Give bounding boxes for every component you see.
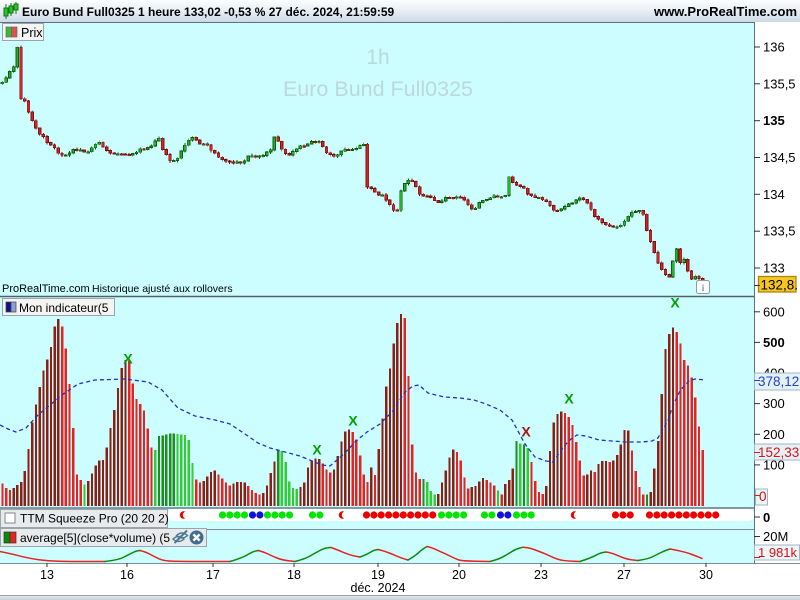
svg-text:average[5](close*volume) (5: average[5](close*volume) (5	[20, 531, 170, 545]
svg-text:132,8.: 132,8.	[761, 278, 799, 293]
svg-text:i: i	[702, 283, 705, 293]
svg-text:19: 19	[371, 568, 385, 582]
svg-text:133: 133	[763, 261, 785, 276]
svg-text:1 981k: 1 981k	[758, 545, 798, 560]
svg-text:X: X	[123, 351, 133, 367]
svg-text:134: 134	[763, 187, 785, 202]
svg-text:200: 200	[763, 427, 785, 442]
svg-text:135: 135	[763, 113, 785, 128]
svg-text:17: 17	[206, 568, 220, 582]
svg-text:X: X	[521, 424, 531, 440]
svg-text:152,33: 152,33	[758, 445, 799, 460]
svg-text:0: 0	[759, 489, 767, 504]
svg-text:500: 500	[763, 335, 785, 350]
svg-text:déc. 2024: déc. 2024	[351, 581, 406, 595]
svg-text:23: 23	[534, 568, 548, 582]
svg-text:ProRealTime.com: ProRealTime.com	[2, 283, 90, 295]
svg-text:Euro Bund Full0325 1 heure 133: Euro Bund Full0325 1 heure 133,02 -0,53 …	[22, 5, 395, 19]
svg-text:133,5: 133,5	[763, 224, 796, 239]
svg-text:600: 600	[763, 304, 785, 319]
svg-text:X: X	[670, 295, 680, 311]
svg-text:TTM Squeeze Pro (20 20 2): TTM Squeeze Pro (20 20 2)	[20, 512, 169, 526]
svg-text:300: 300	[763, 396, 785, 411]
svg-text:Mon indicateur(5: Mon indicateur(5	[19, 301, 109, 315]
svg-text:20M: 20M	[763, 529, 788, 544]
svg-text:134,5: 134,5	[763, 150, 796, 165]
svg-text:X: X	[564, 391, 574, 407]
svg-text:100: 100	[763, 457, 785, 472]
svg-text:0: 0	[763, 510, 770, 525]
svg-text:136: 136	[763, 40, 785, 55]
svg-text:13: 13	[40, 568, 54, 582]
svg-text:X: X	[312, 442, 322, 458]
svg-text:X: X	[348, 413, 358, 429]
svg-text:20: 20	[452, 568, 466, 582]
svg-text:16: 16	[120, 568, 134, 582]
svg-text:135,5: 135,5	[763, 76, 796, 91]
svg-text:Historique ajusté aux rollover: Historique ajusté aux rollovers	[92, 283, 233, 295]
svg-text:1h: 1h	[366, 46, 389, 69]
svg-text:18: 18	[287, 568, 301, 582]
svg-text:www.ProRealTime.com: www.ProRealTime.com	[653, 4, 797, 19]
svg-text:27: 27	[617, 568, 631, 582]
svg-text:378,12: 378,12	[758, 374, 799, 389]
svg-text:Prix: Prix	[21, 26, 43, 40]
svg-text:30: 30	[699, 568, 713, 582]
svg-text:Euro Bund Full0325: Euro Bund Full0325	[283, 77, 473, 101]
